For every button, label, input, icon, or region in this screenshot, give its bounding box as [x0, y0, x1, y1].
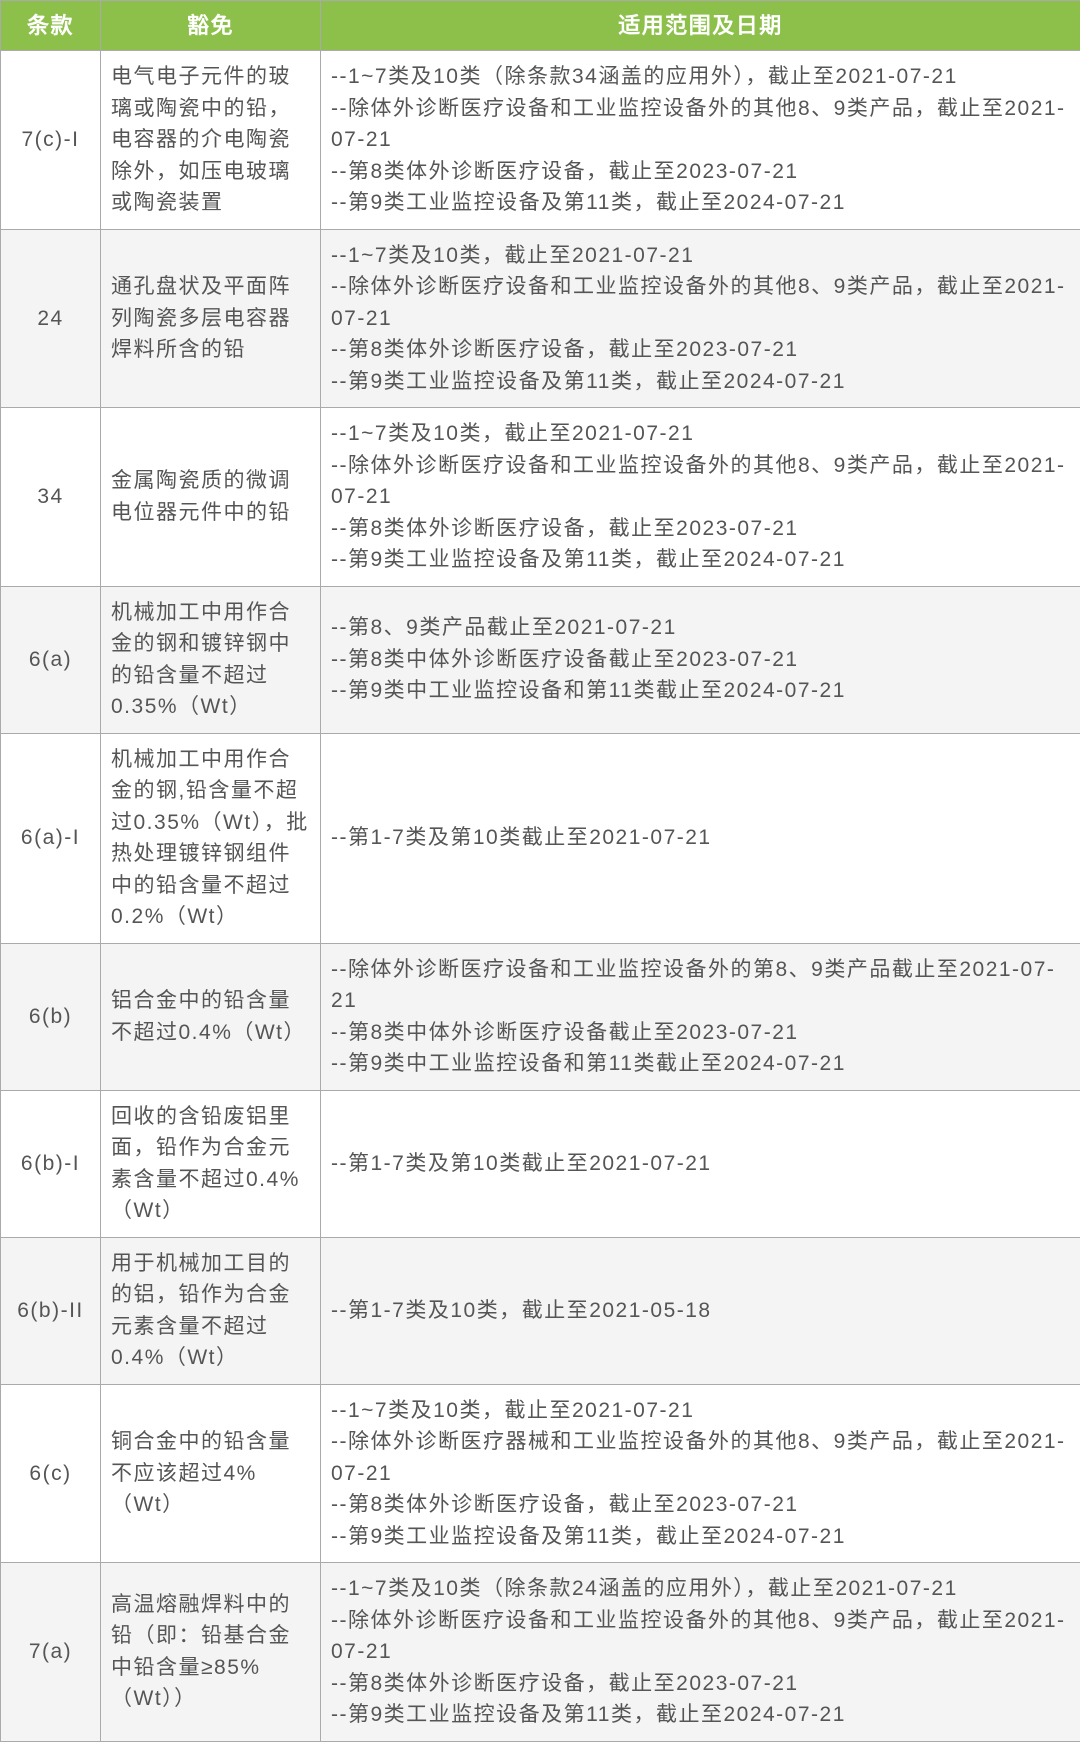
- table-row: 24通孔盘状及平面阵列陶瓷多层电容器焊料所含的铅--1~7类及10类，截止至20…: [1, 229, 1080, 408]
- cell-clause: 34: [1, 408, 101, 587]
- table-row: 34金属陶瓷质的微调电位器元件中的铅--1~7类及10类，截止至2021-07-…: [1, 408, 1080, 587]
- cell-exemption: 回收的含铅废铝里面，铅作为合金元素含量不超过0.4%（Wt）: [101, 1090, 321, 1237]
- cell-clause: 6(a): [1, 586, 101, 733]
- cell-clause: 6(c): [1, 1384, 101, 1563]
- cell-clause: 6(b): [1, 943, 101, 1090]
- table-row: 7(c)-I电气电子元件的玻璃或陶瓷中的铅，电容器的介电陶瓷除外，如压电玻璃或陶…: [1, 51, 1080, 230]
- header-clause: 条款: [1, 1, 101, 51]
- cell-exemption: 机械加工中用作合金的钢和镀锌钢中的铅含量不超过0.35%（Wt）: [101, 586, 321, 733]
- cell-clause: 6(b)-II: [1, 1237, 101, 1384]
- cell-scope: --1~7类及10类（除条款34涵盖的应用外），截止至2021-07-21 --…: [321, 51, 1080, 230]
- table-row: 6(b)铝合金中的铅含量不超过0.4%（Wt）--除体外诊断医疗设备和工业监控设…: [1, 943, 1080, 1090]
- cell-scope: --除体外诊断医疗设备和工业监控设备外的第8、9类产品截止至2021-07-21…: [321, 943, 1080, 1090]
- cell-clause: 6(b)-I: [1, 1090, 101, 1237]
- cell-scope: --1~7类及10类，截止至2021-07-21 --除体外诊断医疗设备和工业监…: [321, 229, 1080, 408]
- table-row: 7(a)高温熔融焊料中的铅（即：铅基合金中铅含量≥85%（Wt））--1~7类及…: [1, 1563, 1080, 1742]
- table-header-row: 条款 豁免 适用范围及日期: [1, 1, 1080, 51]
- cell-exemption: 机械加工中用作合金的钢,铅含量不超过0.35%（Wt），批热处理镀锌钢组件中的铅…: [101, 733, 321, 943]
- cell-scope: --1~7类及10类，截止至2021-07-21 --除体外诊断医疗设备和工业监…: [321, 408, 1080, 587]
- table-row: 6(c)铜合金中的铅含量不应该超过4%（Wt）--1~7类及10类，截止至202…: [1, 1384, 1080, 1563]
- table-row: 6(a)机械加工中用作合金的钢和镀锌钢中的铅含量不超过0.35%（Wt）--第8…: [1, 586, 1080, 733]
- table-body: 7(c)-I电气电子元件的玻璃或陶瓷中的铅，电容器的介电陶瓷除外，如压电玻璃或陶…: [1, 51, 1080, 1742]
- cell-exemption: 通孔盘状及平面阵列陶瓷多层电容器焊料所含的铅: [101, 229, 321, 408]
- header-scope: 适用范围及日期: [321, 1, 1080, 51]
- cell-exemption: 铜合金中的铅含量不应该超过4%（Wt）: [101, 1384, 321, 1563]
- cell-exemption: 铝合金中的铅含量不超过0.4%（Wt）: [101, 943, 321, 1090]
- table-row: 6(a)-I机械加工中用作合金的钢,铅含量不超过0.35%（Wt），批热处理镀锌…: [1, 733, 1080, 943]
- table-row: 6(b)-II用于机械加工目的的铝，铅作为合金元素含量不超过0.4%（Wt）--…: [1, 1237, 1080, 1384]
- header-exemption: 豁免: [101, 1, 321, 51]
- cell-clause: 24: [1, 229, 101, 408]
- table-row: 6(b)-I回收的含铅废铝里面，铅作为合金元素含量不超过0.4%（Wt）--第1…: [1, 1090, 1080, 1237]
- cell-exemption: 电气电子元件的玻璃或陶瓷中的铅，电容器的介电陶瓷除外，如压电玻璃或陶瓷装置: [101, 51, 321, 230]
- exemption-table: 条款 豁免 适用范围及日期 7(c)-I电气电子元件的玻璃或陶瓷中的铅，电容器的…: [0, 0, 1080, 1742]
- cell-scope: --第1-7类及第10类截止至2021-07-21: [321, 1090, 1080, 1237]
- cell-exemption: 用于机械加工目的的铝，铅作为合金元素含量不超过0.4%（Wt）: [101, 1237, 321, 1384]
- cell-scope: --1~7类及10类（除条款24涵盖的应用外），截止至2021-07-21 --…: [321, 1563, 1080, 1742]
- cell-scope: --第1-7类及第10类截止至2021-07-21: [321, 733, 1080, 943]
- cell-scope: --第8、9类产品截止至2021-07-21 --第8类中体外诊断医疗设备截止至…: [321, 586, 1080, 733]
- cell-clause: 7(c)-I: [1, 51, 101, 230]
- cell-scope: --第1-7类及10类，截止至2021-05-18: [321, 1237, 1080, 1384]
- cell-exemption: 高温熔融焊料中的铅（即：铅基合金中铅含量≥85%（Wt））: [101, 1563, 321, 1742]
- cell-clause: 7(a): [1, 1563, 101, 1742]
- cell-exemption: 金属陶瓷质的微调电位器元件中的铅: [101, 408, 321, 587]
- cell-clause: 6(a)-I: [1, 733, 101, 943]
- cell-scope: --1~7类及10类，截止至2021-07-21 --除体外诊断医疗器械和工业监…: [321, 1384, 1080, 1563]
